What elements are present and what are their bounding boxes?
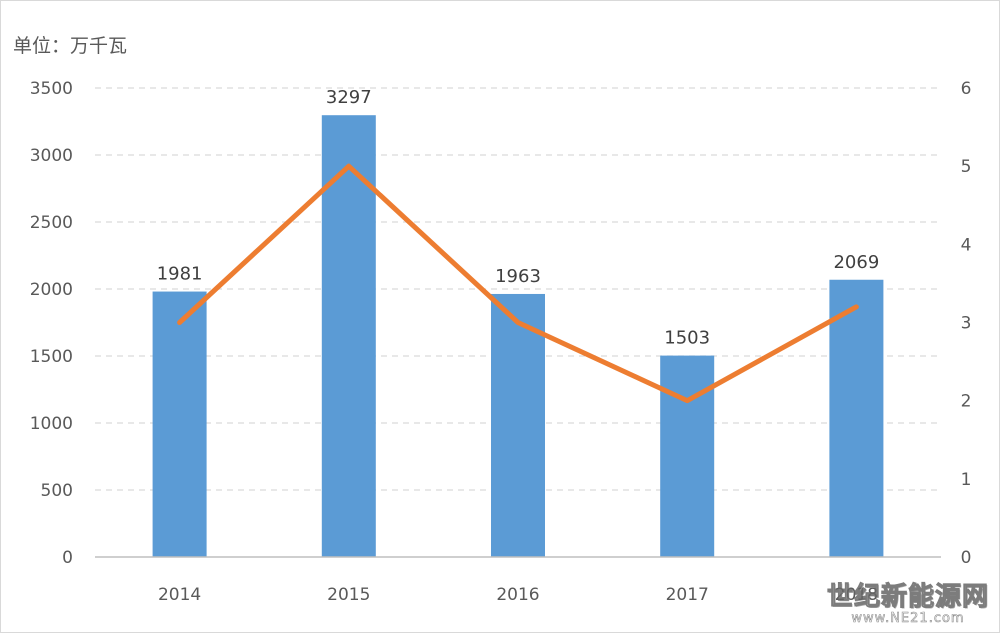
bar-data-label: 1963 [495,266,541,287]
y-left-tick-label: 0 [62,548,73,568]
watermark-name: 世纪新能源网 [826,582,989,613]
y-right-tick-label: 3 [961,314,972,334]
bar-2016 [491,293,545,557]
y-right-tick-label: 6 [961,79,972,99]
bar-2017 [660,355,715,557]
bar-data-label: 1981 [157,264,203,285]
x-tick-label: 2016 [496,585,539,605]
bar-data-label: 2069 [833,252,879,273]
y-left-tick-label: 2500 [30,213,73,233]
y-left-tick-label: 3500 [30,79,73,99]
x-tick-label: 2014 [158,585,201,605]
x-tick-label: 2015 [327,585,370,605]
line-series [177,163,859,404]
y-right-tick-label: 4 [961,235,972,255]
y-left-tick-label: 1500 [30,347,73,367]
unit-label: 单位：万千瓦 [13,35,128,57]
y-right-tick-label: 5 [961,157,972,177]
y-left-tick-label: 3000 [30,146,73,166]
x-tick-label: 2017 [666,585,709,605]
bar-data-label: 1503 [664,328,710,349]
y-right-tick-label: 1 [961,470,972,490]
bar-2018 [829,279,884,557]
bar-2015 [321,115,376,558]
watermark-url: www.NE21.com [851,611,965,626]
bar-data-label: 3297 [326,87,372,108]
y-right-tick-label: 2 [961,392,972,412]
watermark: 世纪新能源网 www.NE21.com [826,582,989,626]
y-left-tick-label: 2000 [30,280,73,300]
y-left-tick-label: 500 [41,481,73,501]
x-tick-label: 2018 [835,585,878,605]
y-right-tick-label: 0 [961,548,972,568]
bar-2014 [152,291,207,557]
y-left-tick-label: 1000 [30,414,73,434]
